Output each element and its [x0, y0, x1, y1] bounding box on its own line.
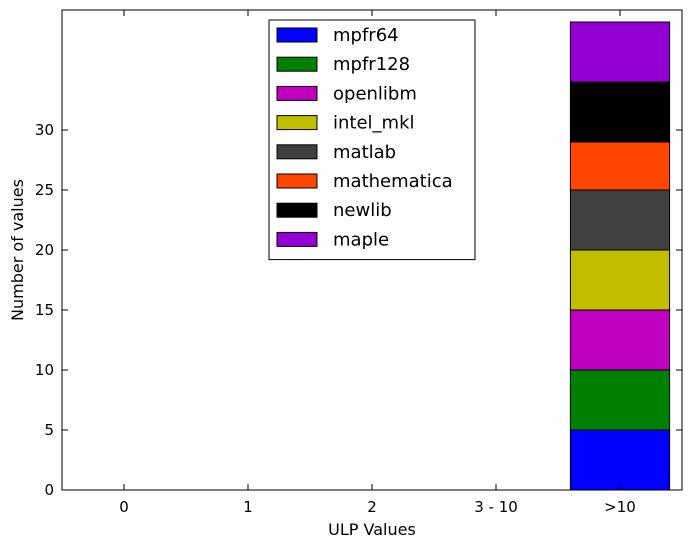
- bar-4-2: [569, 309, 671, 371]
- bar-4-1: [569, 369, 671, 431]
- legend-label: mpfr64: [333, 25, 399, 46]
- y-tick-label: 30: [35, 121, 54, 139]
- legend-label: newlib: [333, 200, 392, 221]
- x-axis: 0 1 2 3 - 10 >10: [119, 10, 636, 516]
- y-axis: 0 5 10 15 20 25 30: [35, 121, 682, 499]
- legend-label: openlibm: [333, 83, 417, 104]
- legend-label: mpfr128: [333, 54, 410, 75]
- legend-label: intel_mkl: [333, 113, 415, 134]
- bar-4-7: [569, 21, 671, 83]
- bar-4-0: [569, 429, 671, 491]
- legend-label: mathematica: [333, 171, 453, 192]
- y-axis-label: Number of values: [8, 179, 27, 321]
- legend-swatch: [276, 85, 318, 101]
- y-tick-label: 5: [44, 421, 54, 439]
- bar-4-6: [569, 81, 671, 143]
- x-axis-label: ULP Values: [328, 520, 416, 539]
- y-tick-label: 15: [35, 301, 54, 319]
- bars-layer: [569, 21, 671, 491]
- bar-4-5: [569, 141, 671, 191]
- legend-swatch: [276, 202, 318, 218]
- x-tick-label: 2: [367, 498, 377, 516]
- y-tick-label: 20: [35, 241, 54, 259]
- legend-label: matlab: [333, 142, 396, 163]
- legend-label: maple: [333, 229, 389, 250]
- bar-4-3: [569, 249, 671, 311]
- y-tick-label: 10: [35, 361, 54, 379]
- legend-swatch: [276, 27, 318, 43]
- x-tick-label: 3 - 10: [474, 498, 518, 516]
- y-tick-label: 25: [35, 181, 54, 199]
- x-tick-label: 0: [119, 498, 129, 516]
- y-tick-label: 0: [44, 481, 54, 499]
- x-tick-label: 1: [243, 498, 253, 516]
- legend-swatch: [276, 173, 318, 189]
- legend-swatch: [276, 231, 318, 247]
- bar-4-4: [569, 189, 671, 251]
- legend-swatch: [276, 56, 318, 72]
- legend-swatch: [276, 115, 318, 131]
- legend-swatch: [276, 144, 318, 160]
- x-tick-label: >10: [604, 498, 636, 516]
